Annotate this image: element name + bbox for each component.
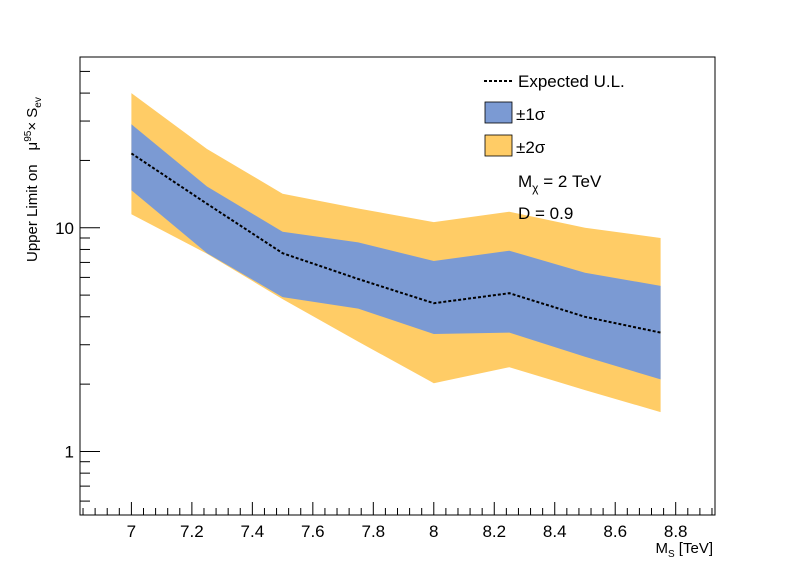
x-tick-label: 7.6 bbox=[301, 522, 325, 541]
mass-annotation: Mχ = 2 TeV bbox=[518, 172, 602, 195]
legend-expected-label: Expected U.L. bbox=[518, 72, 625, 91]
legend-two-sigma-swatch bbox=[484, 134, 513, 157]
x-axis-title-sub: S bbox=[668, 549, 675, 560]
mass-annotation-value: = 2 TeV bbox=[538, 172, 602, 191]
legend-one-sigma-label: ±1σ bbox=[516, 105, 546, 124]
x-tick-label: 7.2 bbox=[180, 522, 204, 541]
y-axis: 1 10 bbox=[55, 70, 100, 502]
d-annotation: D = 0.9 bbox=[518, 204, 573, 223]
y-axis-title-mu: μ bbox=[24, 142, 41, 151]
x-tick-label: 8.8 bbox=[664, 522, 688, 541]
bands-layer bbox=[131, 93, 661, 413]
y-tick-label: 10 bbox=[55, 219, 74, 238]
expected-line bbox=[130, 152, 661, 334]
y-axis-title-sup: 95 bbox=[23, 130, 34, 142]
x-tick-label: 7 bbox=[127, 522, 136, 541]
y-axis-title: Upper Limit onμ95× Sev bbox=[23, 97, 44, 262]
y-tick-label: 1 bbox=[65, 442, 74, 461]
y-axis-title-sub: ev bbox=[33, 97, 44, 108]
x-tick-label: 8.6 bbox=[603, 522, 627, 541]
x-axis-title: MS [TeV] bbox=[655, 540, 713, 560]
median-layer bbox=[130, 152, 661, 334]
x-tick-label: 8 bbox=[429, 522, 438, 541]
x-tick-label: 7.8 bbox=[361, 522, 385, 541]
y-axis-title-times: × S bbox=[24, 108, 41, 131]
x-tick-label: 7.4 bbox=[241, 522, 265, 541]
x-tick-label: 8.2 bbox=[482, 522, 506, 541]
x-axis: 7 7.2 7.4 7.6 7.8 8 8.2 8.4 8.6 8.8 bbox=[82, 502, 713, 541]
legend-one-sigma-swatch bbox=[484, 101, 513, 124]
x-tick-label: 8.4 bbox=[543, 522, 567, 541]
mass-annotation-sub: χ bbox=[532, 181, 539, 195]
legend-two-sigma-label: ±2σ bbox=[516, 138, 546, 157]
x-axis-title-unit: [TeV] bbox=[675, 540, 713, 557]
legend: Expected U.L. ±1σ ±2σ bbox=[484, 72, 625, 157]
one-sigma-band bbox=[131, 124, 661, 380]
